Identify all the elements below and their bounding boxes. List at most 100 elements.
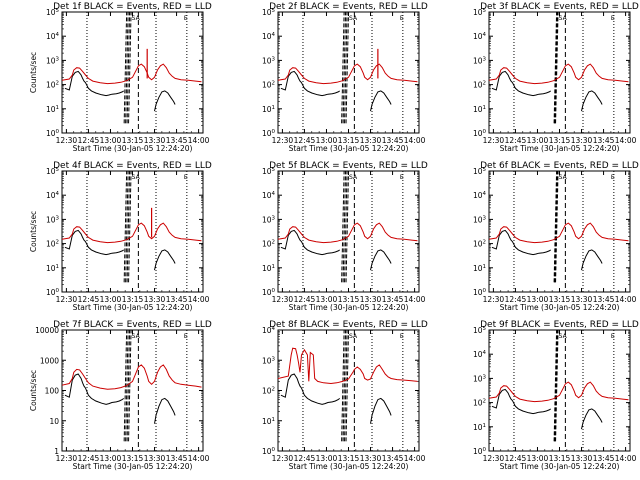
events-series-line [370, 397, 392, 424]
events-series-line [154, 397, 176, 424]
x-tick-label: 13:00 [527, 295, 549, 304]
flag-end-label: E [611, 15, 615, 22]
lld-series-line [488, 63, 629, 85]
x-tick-label: 13:00 [527, 454, 549, 463]
y-tick-label: 102 [262, 387, 275, 396]
flag-end-label: E [611, 174, 615, 181]
x-tick-label: 12:45 [78, 295, 100, 304]
y-tick-label: 103 [473, 374, 487, 383]
saa-hatch-line [345, 11, 350, 124]
saa-hatch-line [126, 170, 131, 283]
saa-hatch-line [342, 11, 347, 124]
x-tick-label: 13:30 [571, 295, 593, 304]
x-tick-label: 12:30 [483, 295, 505, 304]
saa-hatch-line [555, 329, 559, 442]
x-tick-label: 13:45 [382, 295, 404, 304]
saa-hatch-line [123, 11, 128, 124]
events-series-line [154, 249, 176, 271]
x-tick-label: 13:15 [122, 454, 144, 463]
saa-hatch-line [123, 170, 128, 283]
x-axis-label: Start Time (30-Jan-05 12:24:20) [500, 303, 620, 312]
y-tick-label: 105 [473, 326, 487, 335]
events-series-line [154, 90, 176, 112]
saa-hatch-line [341, 11, 345, 124]
panel-det-6: Det 6f BLACK = Events, RED = LLD 100 101 10… [473, 161, 639, 312]
y-tick-label: 102 [46, 81, 59, 90]
x-tick-label: 13:30 [360, 295, 382, 304]
saa-hatch-line [126, 329, 131, 442]
x-tick-label: 13:00 [100, 136, 122, 145]
y-tick-label: 105 [262, 167, 276, 176]
events-series-line [581, 90, 603, 112]
saa-hatch-line [345, 329, 350, 442]
events-series-line [491, 70, 551, 97]
lld-series-line [61, 364, 202, 390]
flag-sun-label: S [132, 174, 136, 181]
y-tick-label: 102 [46, 240, 59, 249]
saa-hatch-line [344, 170, 348, 283]
flag-end-label: E [184, 15, 188, 22]
x-tick-label: 12:30 [272, 454, 294, 463]
y-tick-label: 101 [262, 264, 275, 273]
panel-title: Det 6f BLACK = Events, RED = LLD [480, 161, 639, 171]
x-tick-label: 13:00 [316, 136, 338, 145]
saa-hatch-line [128, 11, 132, 124]
x-tick-label: 14:00 [615, 295, 637, 304]
x-tick-label: 12:30 [483, 454, 505, 463]
y-tick-label: 101 [262, 417, 275, 426]
x-tick-label: 12:45 [294, 136, 316, 145]
saa-hatch-line [125, 11, 129, 124]
x-tick-label: 13:45 [166, 136, 188, 145]
flag-sun-label: S [349, 15, 353, 22]
y-axis-label: Counts/sec [29, 211, 38, 252]
y-tick-label: 103 [473, 215, 487, 224]
x-tick-label: 13:15 [549, 136, 571, 145]
saa-hatch-line [342, 329, 347, 442]
saa-hatch-line [344, 329, 348, 442]
y-tick-label: 100 [46, 288, 60, 297]
x-axis-label: Start Time (30-Jan-05 12:24:20) [289, 144, 409, 153]
x-tick-label: 14:00 [404, 295, 426, 304]
panel-title: Det 2f BLACK = Events, RED = LLD [269, 2, 428, 12]
saa-hatch-line [126, 11, 131, 124]
x-axis-label: Start Time (30-Jan-05 12:24:20) [289, 462, 409, 471]
flag-att-label: A [353, 174, 358, 181]
flag-att-label: A [563, 174, 568, 181]
x-tick-label: 13:15 [549, 454, 571, 463]
y-tick-label: 104 [473, 191, 487, 200]
panel-title: Det 8f BLACK = Events, RED = LLD [269, 320, 428, 330]
panel-title: Det 7f BLACK = Events, RED = LLD [53, 320, 212, 330]
y-tick-label: 100 [262, 288, 276, 297]
panel-det-4: Det 4f BLACK = Events, RED = LLD 100 101 10… [29, 161, 212, 312]
x-tick-label: 12:30 [272, 295, 294, 304]
x-tick-label: 13:45 [593, 136, 615, 145]
x-tick-label: 13:15 [338, 136, 360, 145]
y-tick-label: 105 [473, 8, 487, 17]
y-tick-label: 105 [46, 167, 60, 176]
x-axis-label: Start Time (30-Jan-05 12:24:20) [289, 303, 409, 312]
y-tick-label: 102 [473, 399, 486, 408]
flag-end-label: E [184, 174, 188, 181]
panel-title: Det 3f BLACK = Events, RED = LLD [480, 2, 639, 12]
flag-sun-label: S [132, 15, 136, 22]
lld-series-line [277, 347, 418, 385]
x-tick-label: 14:00 [188, 136, 210, 145]
panel-title: Det 1f BLACK = Events, RED = LLD [53, 2, 212, 12]
panel-det-1: Det 1f BLACK = Events, RED = LLD 100 101 10… [29, 2, 212, 153]
x-tick-label: 13:00 [316, 454, 338, 463]
events-series-line [280, 229, 340, 256]
events-series-line [491, 229, 551, 256]
events-series-line [64, 373, 125, 405]
panel-title: Det 5f BLACK = Events, RED = LLD [269, 161, 428, 171]
x-tick-label: 13:00 [527, 136, 549, 145]
flag-att-label: A [563, 333, 568, 340]
y-tick-label: 101 [473, 264, 486, 273]
y-tick-label: 100 [46, 129, 60, 138]
x-tick-label: 12:30 [56, 454, 78, 463]
flag-att-label: A [353, 15, 358, 22]
y-tick-label: 103 [262, 356, 276, 365]
x-tick-label: 12:45 [505, 295, 527, 304]
y-tick-label: 100 [262, 129, 276, 138]
lld-series-line [61, 222, 202, 244]
y-tick-label: 103 [46, 56, 60, 65]
